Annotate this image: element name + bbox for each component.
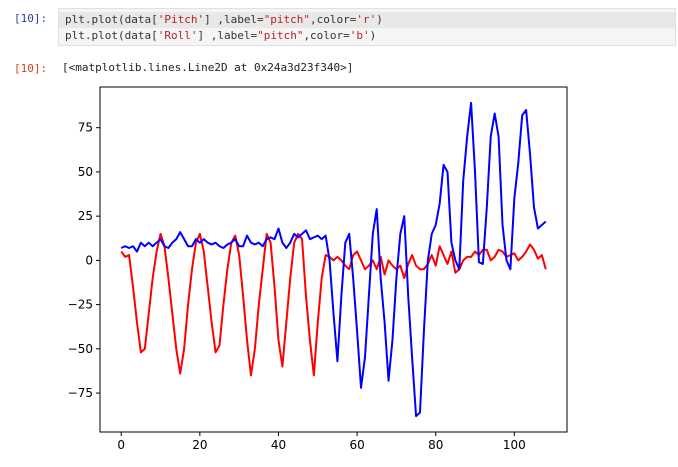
y-tick-label: 25: [78, 209, 93, 223]
code-token: 'r': [356, 13, 377, 26]
output-text: [<matplotlib.lines.Line2D at 0x24a3d23f3…: [62, 61, 354, 74]
code-token: ,color=: [303, 29, 350, 42]
x-tick-label: 20: [192, 438, 207, 452]
y-tick-label: −75: [68, 386, 93, 400]
code-token: ] ,label=: [197, 29, 258, 42]
code-token: 'b': [349, 29, 370, 42]
y-tick-label: −50: [68, 342, 93, 356]
data-line: [120, 101, 547, 418]
data-line: [120, 232, 547, 377]
output-prompt: [10]:: [14, 62, 48, 75]
y-tick-label: 50: [78, 165, 93, 179]
code-token: 'Pitch': [157, 13, 205, 26]
code-token: "pitch": [257, 29, 304, 42]
code-token: plt.plot(data[: [65, 29, 158, 42]
code-cell[interactable]: plt.plot(data['Pitch'] ,label="pitch",co…: [58, 8, 676, 46]
code-line: plt.plot(data['Roll'] ,label="pitch",col…: [65, 28, 669, 44]
code-token: ): [369, 29, 377, 42]
input-prompt: [10]:: [14, 12, 48, 25]
code-token: ): [376, 13, 383, 26]
x-tick-label: 40: [271, 438, 286, 452]
code-token: "pitch": [263, 13, 311, 26]
x-tick-label: 0: [117, 438, 125, 452]
code-token: 'Roll': [157, 29, 198, 42]
code-token: plt.plot(data[: [65, 13, 158, 26]
code-token: ] ,label=: [204, 13, 264, 26]
x-tick-label: 80: [428, 438, 443, 452]
code-token: ,color=: [310, 13, 357, 26]
x-tick-label: 100: [503, 438, 526, 452]
plot-frame: [99, 86, 568, 433]
y-tick-label: 75: [78, 121, 93, 135]
code-line: plt.plot(data['Pitch'] ,label="pitch",co…: [59, 12, 675, 28]
y-tick-label: 0: [85, 253, 93, 267]
y-tick-label: −25: [68, 298, 93, 312]
x-tick-label: 60: [349, 438, 364, 452]
